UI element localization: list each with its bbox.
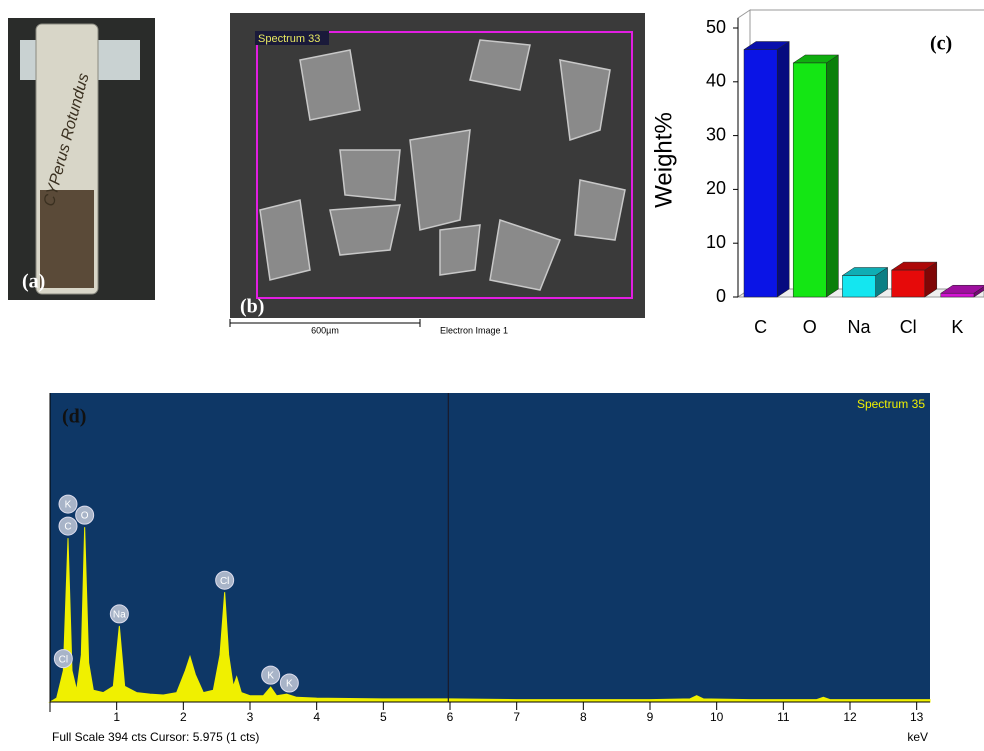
peak-label: C xyxy=(64,522,71,533)
peak-label: Cl xyxy=(220,576,229,587)
y-axis-label: Weight% xyxy=(650,112,677,208)
x-tick-label: 10 xyxy=(710,710,724,724)
x-tick-label: 13 xyxy=(910,710,924,724)
x-tick-label: 3 xyxy=(247,710,254,724)
panel-label: (d) xyxy=(62,406,86,428)
y-tick-label: 40 xyxy=(706,71,726,91)
x-tick-label: Na xyxy=(847,317,871,337)
x-tick-label: K xyxy=(951,317,963,337)
footer: Full Scale 394 cts Cursor: 5.975 (1 cts) xyxy=(52,730,259,744)
scale-label: 600µm xyxy=(311,325,339,335)
y-tick-label: 0 xyxy=(716,286,726,306)
peak-label: K xyxy=(65,500,72,511)
x-tick-label: 4 xyxy=(313,710,320,724)
x-tick-label: 1 xyxy=(113,710,120,724)
bar xyxy=(941,293,974,297)
x-tick-label: 6 xyxy=(447,710,454,724)
x-tick-label: O xyxy=(803,317,817,337)
figure: CYPerus Rotundus (a) Spectrum 33 (b) 600… xyxy=(0,0,984,746)
peak-label: K xyxy=(286,679,293,690)
x-tick-label: 11 xyxy=(777,710,790,724)
y-tick-label: 10 xyxy=(706,232,726,252)
x-tick-label: 7 xyxy=(513,710,520,724)
bar xyxy=(842,275,875,297)
bar xyxy=(744,50,777,297)
plot-bg xyxy=(50,393,930,702)
panel-label: (c) xyxy=(930,33,952,55)
x-tick-label: 2 xyxy=(180,710,187,724)
x-tick-label: C xyxy=(754,317,767,337)
y-tick-label: 20 xyxy=(706,178,726,198)
bar-side xyxy=(777,42,789,297)
peak-label: O xyxy=(81,511,89,522)
x-tick-label: Cl xyxy=(900,317,917,337)
bar-side xyxy=(826,55,838,297)
y-tick-label: 50 xyxy=(706,17,726,37)
x-axis-label: keV xyxy=(907,730,928,744)
bar xyxy=(892,270,925,297)
panel-title: Spectrum 35 xyxy=(857,397,925,411)
image-label: Electron Image 1 xyxy=(440,325,508,335)
panel-label: (b) xyxy=(240,296,264,318)
peak-label: K xyxy=(267,671,274,682)
page: CYPerus Rotundus (a) Spectrum 33 (b) 600… xyxy=(0,0,984,746)
x-tick-label: 5 xyxy=(380,710,387,724)
panel-label: (a) xyxy=(22,271,45,293)
peak-label: Na xyxy=(113,610,126,621)
peak-label: Cl xyxy=(59,654,68,665)
y-tick-label: 30 xyxy=(706,124,726,144)
region-label: Spectrum 33 xyxy=(258,33,320,45)
bar xyxy=(793,63,826,297)
x-tick-label: 9 xyxy=(647,710,654,724)
x-tick-label: 12 xyxy=(843,710,857,724)
x-tick-label: 8 xyxy=(580,710,587,724)
